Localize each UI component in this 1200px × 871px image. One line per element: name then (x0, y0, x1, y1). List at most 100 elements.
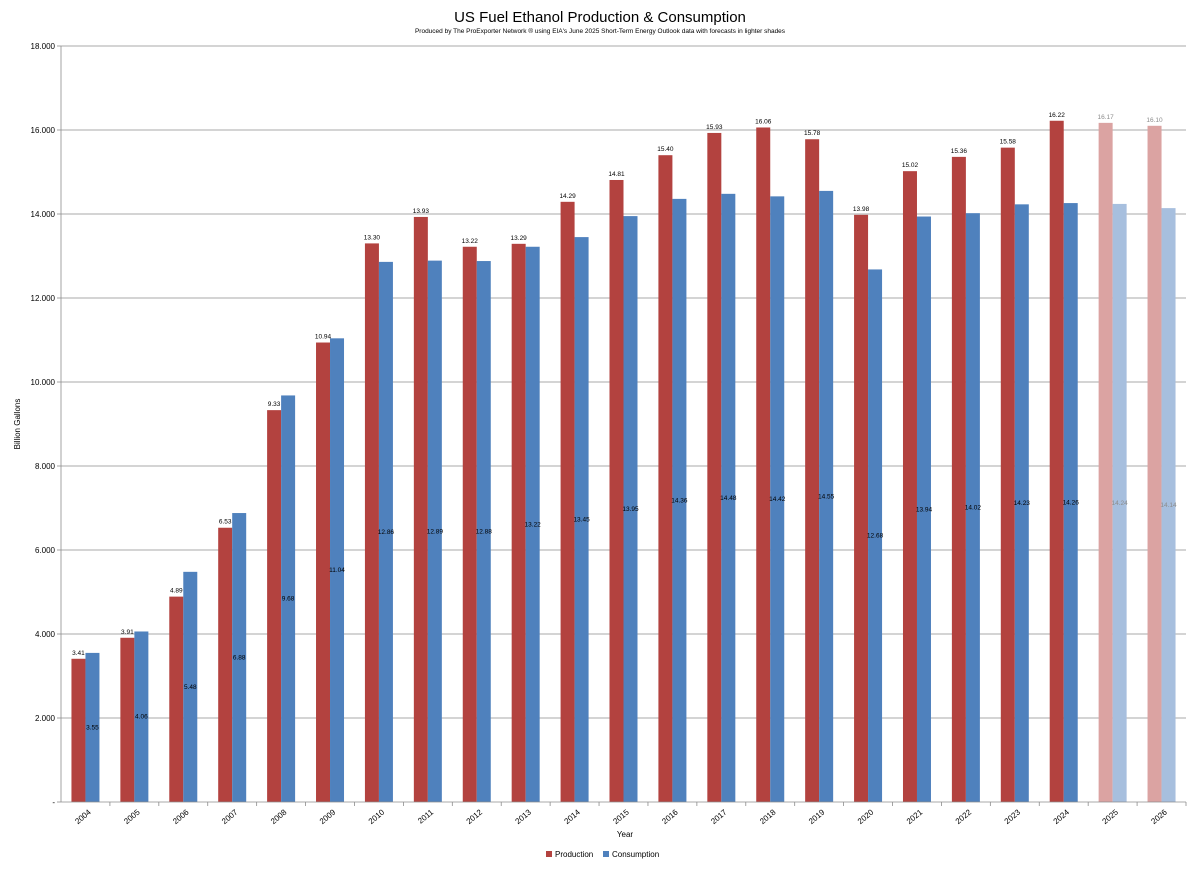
x-tick-label: 2010 (367, 807, 387, 826)
production-data-label: 15.93 (706, 124, 723, 131)
production-bar (1000, 147, 1015, 802)
consumption-bar (1063, 203, 1078, 802)
production-data-label: 16.17 (1097, 114, 1114, 121)
y-tick-label: - (52, 798, 55, 807)
production-bar (707, 132, 722, 802)
x-tick-label: 2006 (171, 807, 191, 826)
consumption-data-label: 12.88 (476, 529, 493, 536)
production-data-label: 14.81 (608, 171, 625, 178)
x-tick-label: 2004 (73, 807, 93, 826)
production-data-label: 13.93 (413, 208, 430, 215)
x-axis-label: Year (617, 830, 634, 839)
consumption-data-label: 13.95 (622, 506, 639, 513)
y-tick-label: 12.000 (31, 294, 56, 303)
consumption-data-label: 14.36 (671, 497, 688, 504)
consumption-data-label: 13.94 (916, 506, 933, 513)
production-data-label: 13.30 (364, 234, 381, 241)
production-data-label: 16.22 (1049, 112, 1066, 119)
production-data-label: 13.29 (511, 235, 528, 242)
consumption-data-label: 14.42 (769, 496, 786, 503)
production-bar (1049, 120, 1064, 802)
x-tick-label: 2023 (1003, 807, 1023, 826)
production-data-label: 15.78 (804, 130, 821, 137)
chart-subtitle: Produced by The ProExporter Network ® us… (415, 27, 786, 35)
production-bar (218, 527, 233, 802)
production-data-label: 6.53 (219, 519, 232, 526)
x-tick-label: 2017 (709, 807, 729, 826)
consumption-data-label: 12.89 (427, 528, 444, 535)
consumption-data-label: 14.02 (965, 505, 982, 512)
x-tick-label: 2007 (220, 807, 240, 826)
y-axis-label: Billion Gallons (13, 399, 22, 450)
production-bar (413, 216, 428, 802)
x-tick-label: 2022 (954, 807, 974, 826)
production-bar (854, 214, 869, 803)
consumption-bar (134, 631, 149, 802)
y-tick-label: 8.000 (35, 462, 56, 471)
consumption-data-label: 13.22 (525, 521, 542, 528)
consumption-bar (525, 246, 540, 802)
consumption-bar (574, 237, 589, 803)
production-data-label: 13.98 (853, 206, 870, 213)
bars (71, 120, 1176, 803)
y-tick-label: 6.000 (35, 546, 56, 555)
chart-title: US Fuel Ethanol Production & Consumption (454, 9, 746, 26)
x-tick-label: 2018 (758, 807, 778, 826)
production-bar (609, 179, 624, 803)
y-tick-label: 14.000 (31, 210, 56, 219)
legend-production-label: Production (555, 850, 593, 859)
consumption-bar (183, 571, 198, 802)
x-tick-label: 2020 (856, 807, 876, 826)
consumption-bar (85, 652, 100, 802)
x-tick-label: 2015 (611, 807, 631, 826)
x-tick-label: 2005 (122, 807, 142, 826)
consumption-data-label: 4.06 (135, 714, 148, 721)
x-tick-label: 2025 (1100, 807, 1120, 826)
production-bar (805, 139, 820, 803)
consumption-data-label: 14.14 (1160, 502, 1177, 509)
data-labels: 3.41 3.55 3.91 4.06 4.89 5.48 6.53 6.88 9.33 9.68… (72, 112, 1177, 732)
legend: Production Consumption (546, 850, 659, 859)
production-data-label: 9.33 (268, 401, 281, 408)
consumption-data-label: 3.55 (86, 724, 99, 731)
consumption-bar (1014, 204, 1029, 803)
production-data-label: 15.36 (951, 148, 968, 155)
x-tick-label: 2019 (807, 807, 827, 826)
plot-area: 3.41 3.55 3.91 4.06 4.89 5.48 6.53 6.88 9.33 9.68… (31, 42, 1187, 826)
consumption-bar (672, 198, 687, 802)
production-bar (902, 171, 917, 802)
production-bar (462, 246, 477, 802)
production-data-label: 3.91 (121, 629, 134, 636)
consumption-bar (965, 213, 980, 802)
y-tick-label: 4.000 (35, 630, 56, 639)
legend-production-swatch (546, 851, 552, 857)
x-tick-label: 2013 (514, 807, 534, 826)
y-tick-label: 18.000 (31, 42, 56, 51)
production-data-label: 16.10 (1146, 117, 1163, 124)
production-bar (316, 342, 331, 802)
legend-consumption-label: Consumption (612, 850, 659, 859)
x-tick-label: 2009 (318, 807, 338, 826)
consumption-data-label: 14.23 (1014, 500, 1031, 507)
x-tick-label: 2014 (562, 807, 582, 826)
consumption-bar (1161, 208, 1176, 802)
production-data-label: 14.29 (559, 193, 576, 200)
consumption-data-label: 11.04 (329, 567, 345, 574)
consumption-data-label: 5.48 (184, 684, 197, 691)
consumption-data-label: 14.26 (1063, 500, 1080, 507)
consumption-data-label: 12.68 (867, 533, 884, 540)
consumption-bar (476, 261, 491, 802)
consumption-data-label: 13.45 (573, 517, 590, 524)
production-bar (560, 201, 575, 802)
production-data-label: 15.40 (657, 146, 674, 153)
y-tick-label: 10.000 (31, 378, 56, 387)
production-bar (120, 637, 135, 802)
consumption-bar (232, 513, 247, 802)
x-tick-label: 2008 (269, 807, 289, 826)
production-data-label: 15.02 (902, 162, 919, 169)
consumption-data-label: 12.86 (378, 529, 395, 536)
consumption-bar (378, 261, 393, 802)
production-bar (658, 155, 673, 802)
consumption-bar (721, 193, 736, 803)
x-tick-label: 2012 (465, 807, 485, 826)
